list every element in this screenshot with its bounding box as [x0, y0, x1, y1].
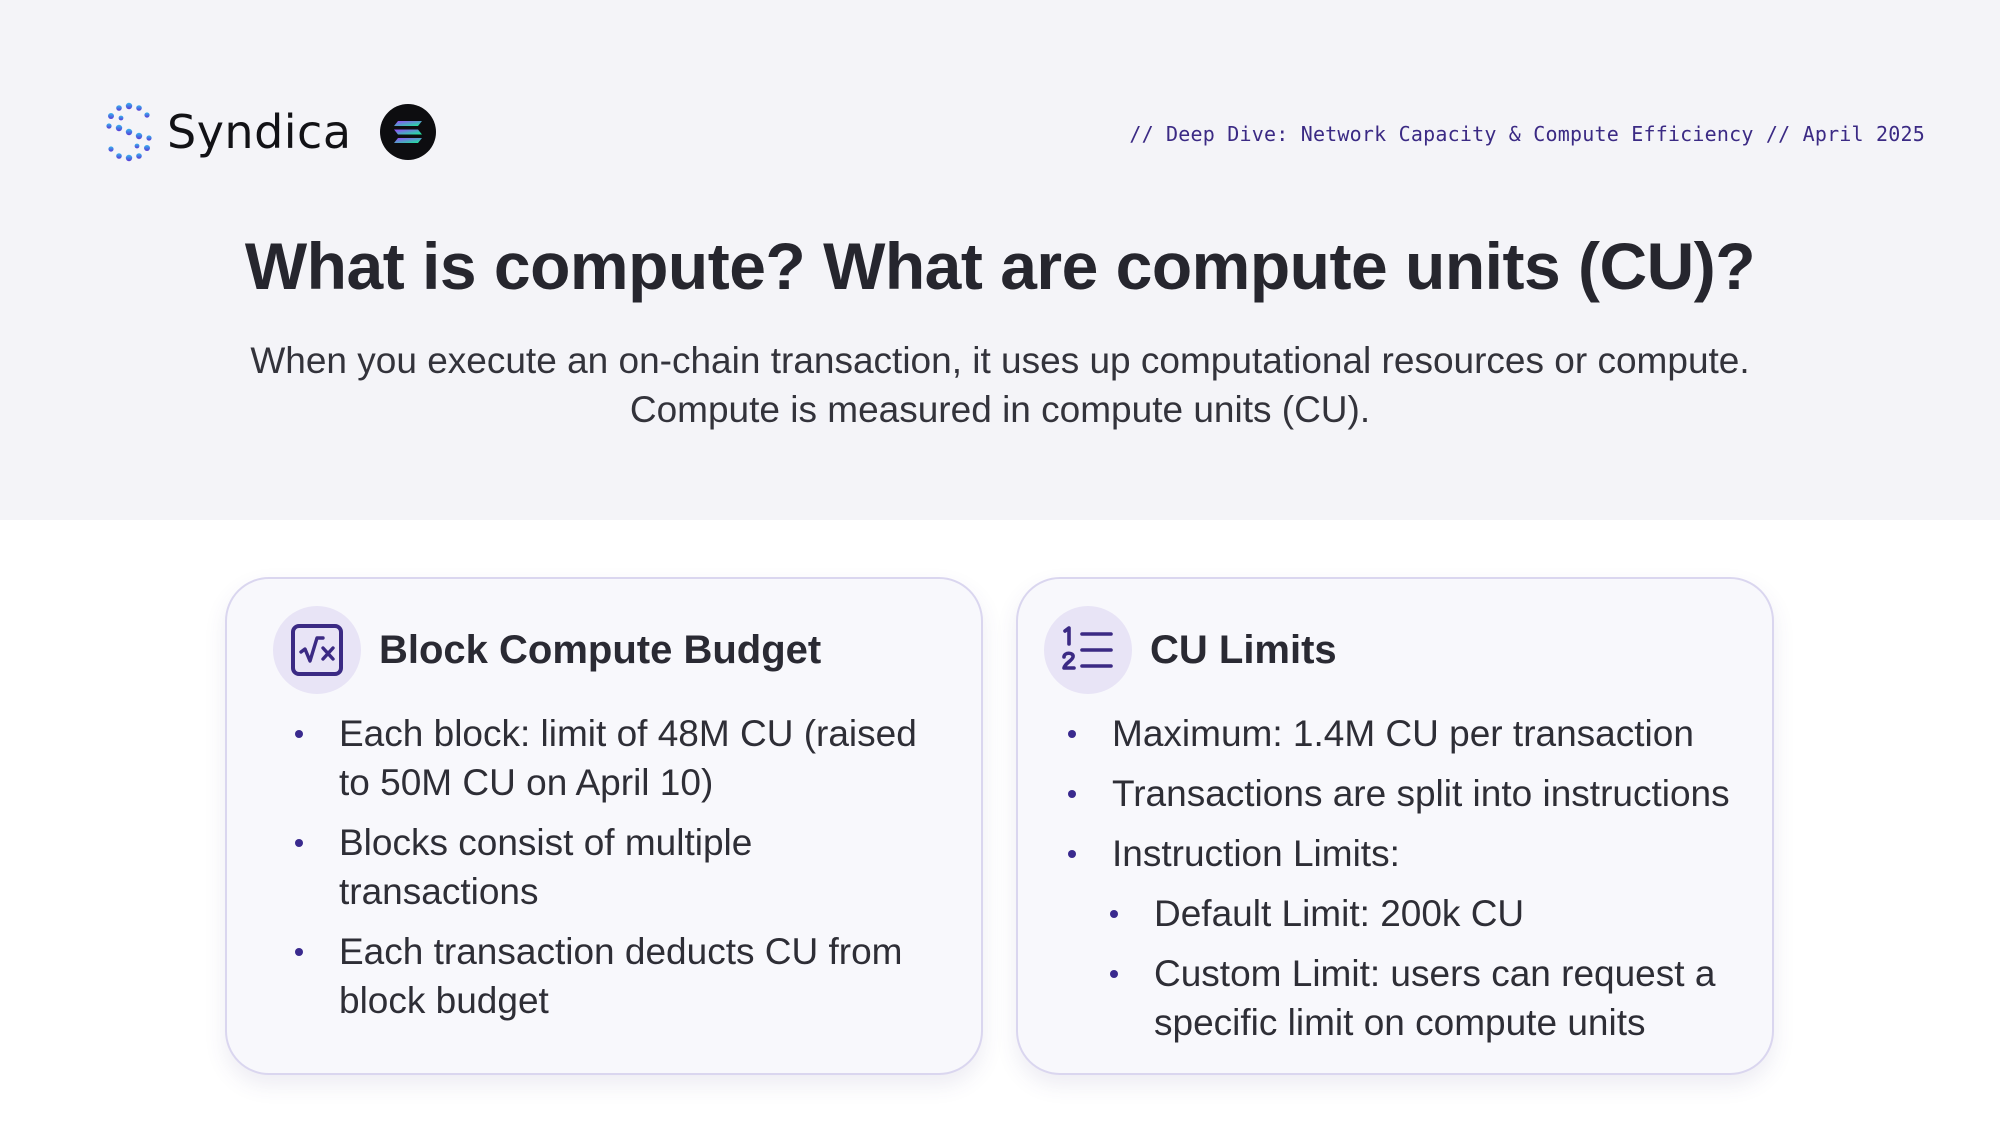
list-item: Each block: limit of 48M CU (raised to 5… — [287, 709, 947, 807]
page-title: What is compute? What are compute units … — [244, 229, 1756, 303]
numbered-list-icon — [1044, 606, 1132, 694]
bullet-icon — [1110, 910, 1118, 918]
deck-tagline: // Deep Dive: Network Capacity & Compute… — [1129, 122, 1925, 146]
block-compute-budget-card: Block Compute Budget Each block: limit o… — [225, 577, 983, 1075]
list-item: Custom Limit: users can request a specif… — [1102, 949, 1740, 1047]
solana-logo-icon — [379, 104, 436, 160]
bullet-icon — [1068, 850, 1076, 858]
bullet-icon — [1110, 970, 1118, 978]
header-band — [0, 0, 2000, 520]
list-item: Each transaction deducts CU from block b… — [287, 927, 947, 1025]
list-item: Instruction Limits: — [1060, 829, 1740, 878]
bullet-list: Each block: limit of 48M CU (raised to 5… — [287, 709, 947, 1036]
list-item: Default Limit: 200k CU — [1102, 889, 1740, 938]
bullet-icon — [295, 839, 303, 847]
subtitle-line: Compute is measured in compute units (CU… — [629, 389, 1371, 430]
list-item: Maximum: 1.4M CU per transaction — [1060, 709, 1740, 758]
cu-limits-card: CU Limits Maximum: 1.4M CU per transacti… — [1016, 577, 1774, 1075]
subtitle-line: When you execute an on-chain transaction… — [250, 340, 1750, 381]
bullet-icon — [1068, 790, 1076, 798]
brand: Syndica — [105, 100, 436, 164]
brand-wordmark: Syndica — [167, 105, 352, 159]
bullet-icon — [1068, 730, 1076, 738]
syndica-logo-icon — [106, 102, 152, 162]
bullet-icon — [295, 948, 303, 956]
list-item: Blocks consist of multiple transactions — [287, 818, 947, 916]
page-subtitle: When you execute an on-chain transaction… — [150, 336, 1850, 434]
square-root-icon — [273, 606, 361, 694]
card-title: CU Limits — [1150, 627, 1337, 672]
bullet-list: Maximum: 1.4M CU per transaction Transac… — [1060, 709, 1740, 1058]
card-header: CU Limits — [1044, 606, 1337, 694]
bullet-icon — [295, 730, 303, 738]
list-item: Transactions are split into instructions — [1060, 769, 1740, 818]
card-title: Block Compute Budget — [379, 627, 822, 672]
card-header: Block Compute Budget — [273, 606, 821, 694]
